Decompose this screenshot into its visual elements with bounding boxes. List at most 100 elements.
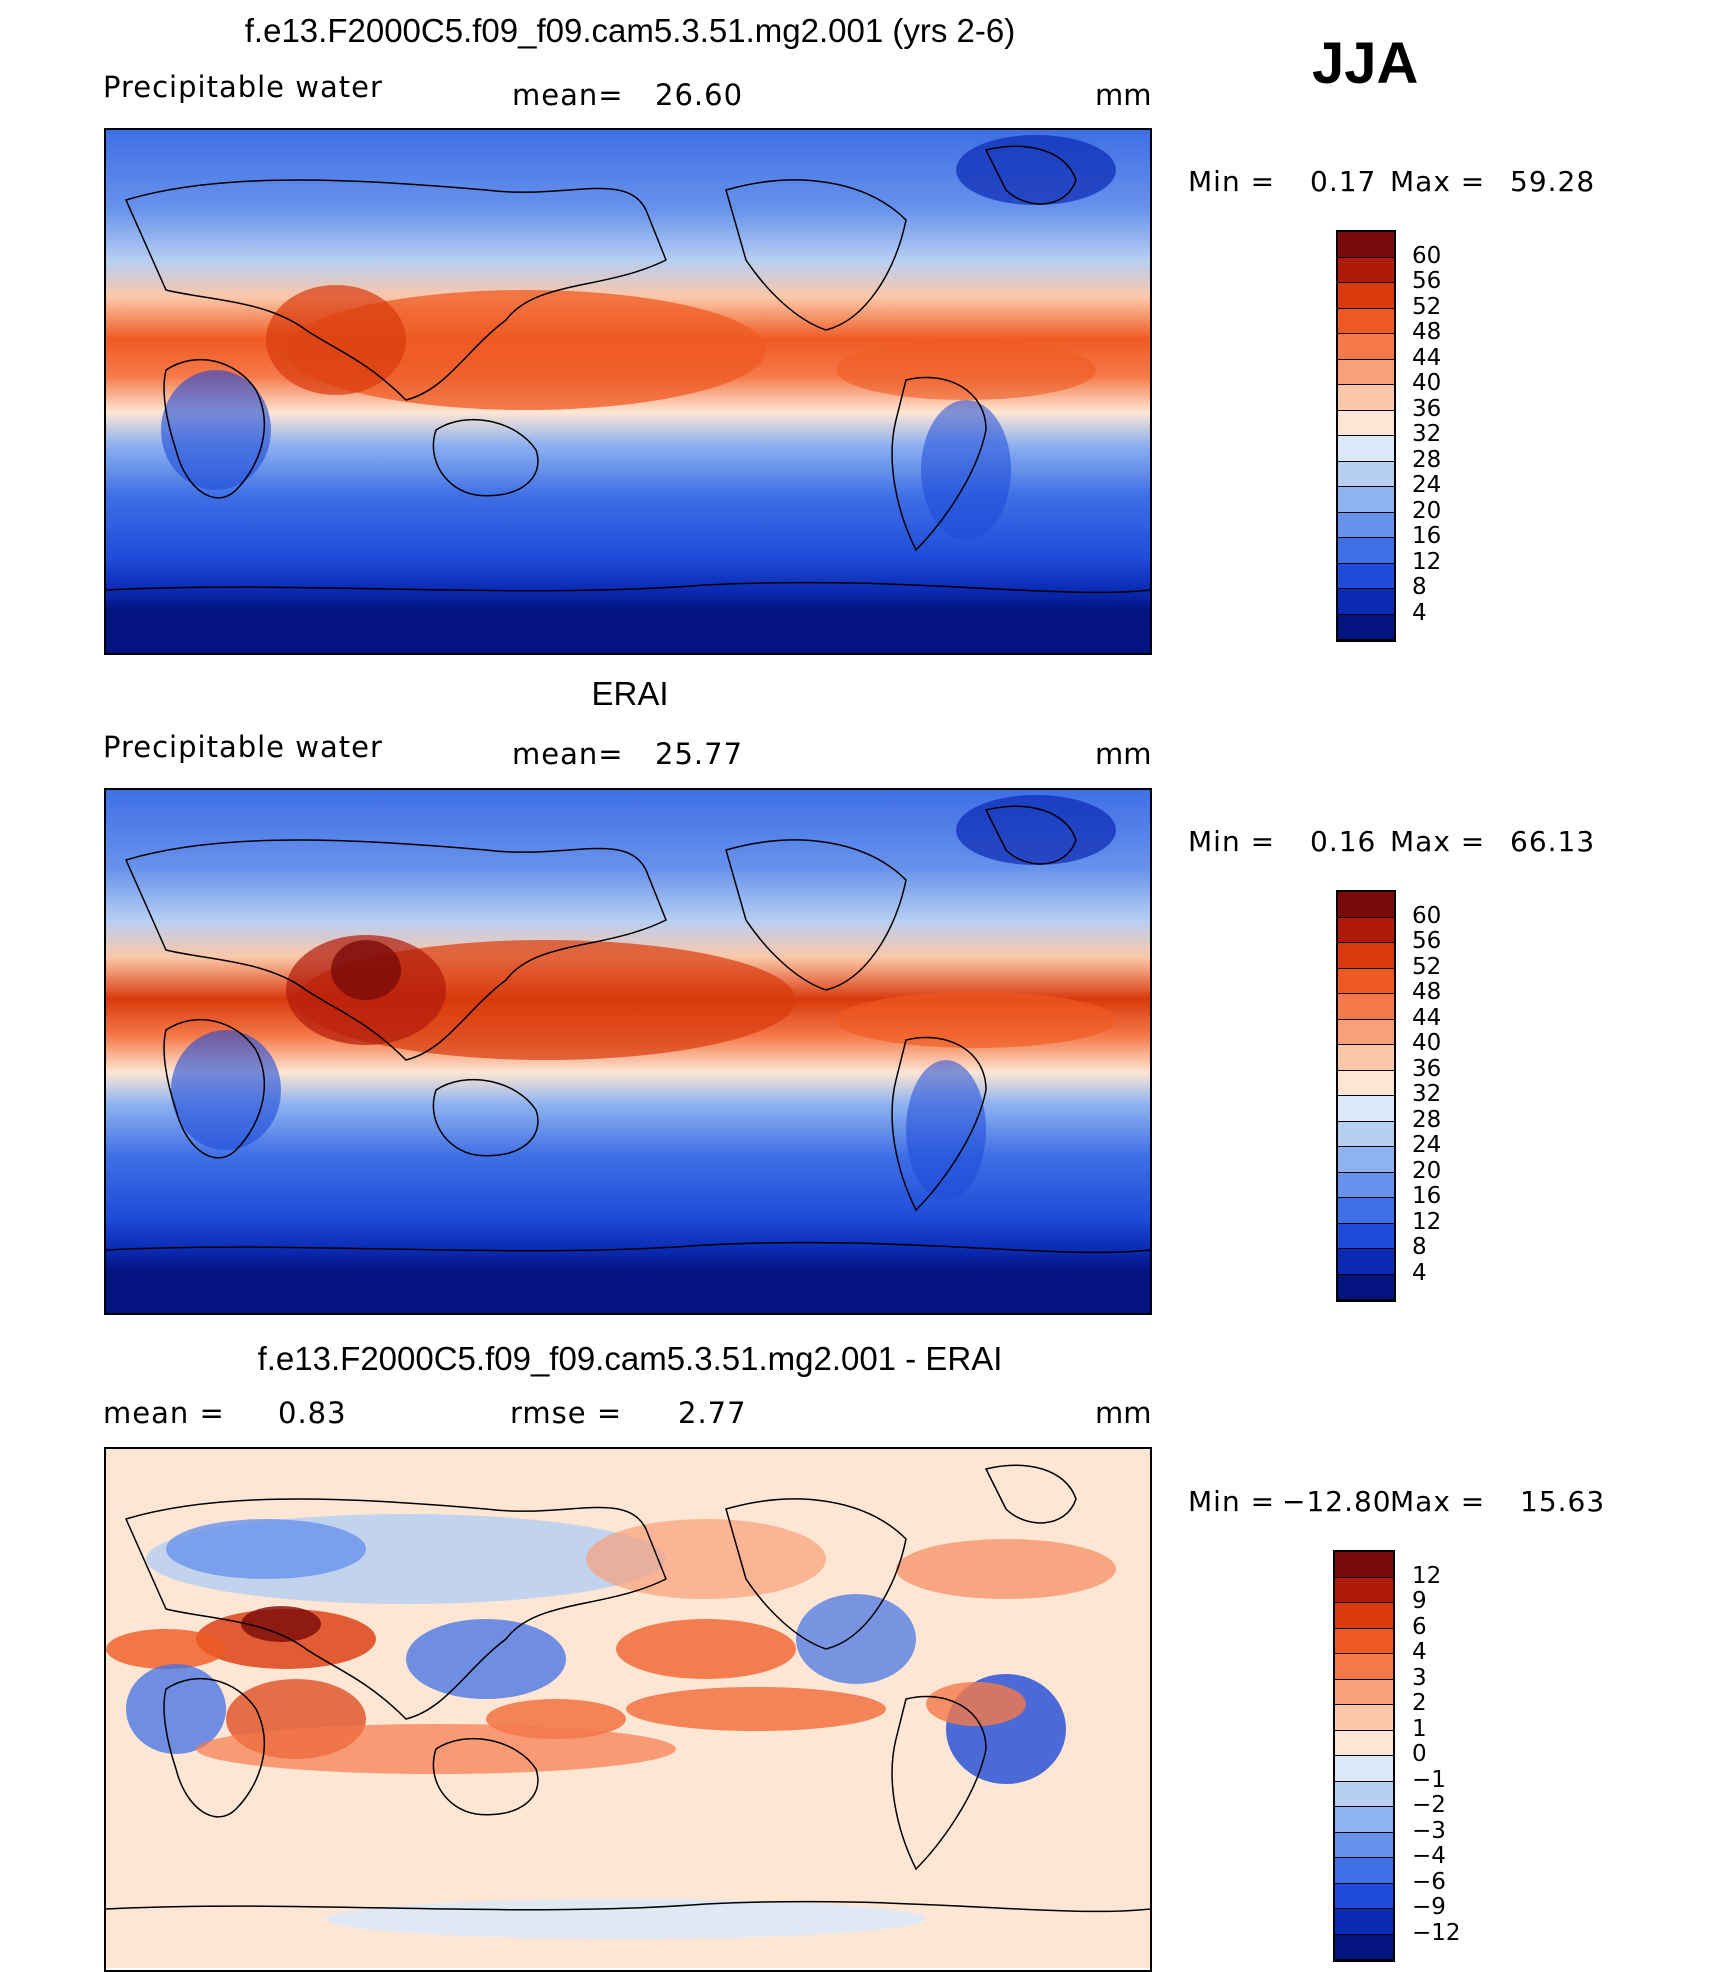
panel2-colorbar-labels: 60 56 52 48 44 40 36 32 28 24 20 16 12 8 4 [1412,890,1472,1302]
colorbar-swatch [1335,1705,1393,1731]
colorbar-swatch [1338,968,1394,994]
panel1-min-value: 0.17 [1310,165,1377,198]
colorbar-swatch [1338,232,1394,258]
colorbar-swatch [1338,1249,1394,1275]
colorbar-swatch [1338,589,1394,615]
colorbar-tick-label: 36 [1412,395,1442,422]
panel2-max-value: 66.13 [1510,825,1596,858]
colorbar-swatch [1338,461,1394,487]
panel2-map [104,788,1152,1315]
panel3-mean-value: 0.83 [278,1396,347,1430]
colorbar-swatch [1338,1147,1394,1173]
panel3-colorbar-labels: 12 9 6 4 3 2 1 0 −1 −2 −3 −4 −6 −9 −12 [1412,1550,1472,1962]
colorbar-swatch [1335,1603,1393,1629]
panel2-mean-value: 25.77 [655,737,744,771]
colorbar-swatch [1338,487,1394,513]
panel3-min-value: −12.80 [1282,1485,1392,1518]
colorbar-swatch [1338,538,1394,564]
colorbar-swatch [1335,1909,1393,1935]
colorbar-tick-label: 56 [1412,268,1442,294]
panel2-units: mm [1095,737,1152,771]
panel2-max-label: Max = [1390,825,1486,858]
panel2-variable: Precipitable water [103,730,383,764]
panel3-max-label: Max = [1390,1485,1486,1518]
colorbar-tick-label: 6 [1412,1613,1427,1640]
colorbar-swatch [1338,943,1394,969]
panel1-title: f.e13.F2000C5.f09_f09.cam5.3.51.mg2.001 … [244,12,1016,49]
panel1-mean-value: 26.60 [655,78,744,112]
colorbar-swatch [1338,1045,1394,1071]
colorbar-swatch [1335,1577,1393,1603]
colorbar-tick-label: 48 [1412,979,1442,1005]
colorbar-swatch [1338,1223,1394,1249]
panel2-title: ERAI [591,675,669,712]
panel2-min-value: 0.16 [1310,825,1377,858]
panel1-mean-label: mean= [512,78,624,112]
colorbar-tick-label: 12 [1412,1562,1442,1589]
colorbar-swatch [1335,1654,1393,1680]
colorbar-tick-label: 44 [1412,344,1442,371]
colorbar-swatch [1338,1198,1394,1224]
panel1-max-label: Max = [1390,165,1486,198]
colorbar-tick-label: 24 [1412,472,1442,498]
colorbar-swatch [1338,614,1394,640]
panel1-map-svg [106,130,1150,653]
colorbar-tick-label: 48 [1412,319,1442,345]
colorbar-tick-label: 8 [1412,1234,1427,1260]
panel1-min-label: Min = [1188,165,1276,198]
colorbar-tick-label: 60 [1412,242,1442,269]
colorbar-swatch [1335,1858,1393,1884]
colorbar-tick-label: −4 [1412,1843,1446,1869]
colorbar-swatch [1335,1730,1393,1756]
colorbar-tick-label: −12 [1412,1919,1461,1946]
panel1-colorbar-labels: 60 56 52 48 44 40 36 32 28 24 20 16 12 8 4 [1412,230,1472,642]
panel2-map-svg [106,790,1150,1313]
colorbar-swatch [1338,1096,1394,1122]
colorbar-tick-label: 4 [1412,599,1427,626]
colorbar-tick-label: 36 [1412,1055,1442,1082]
colorbar-tick-label: −1 [1412,1766,1446,1793]
panel1-map [104,128,1152,655]
colorbar-tick-label: 28 [1412,1106,1442,1133]
colorbar-tick-label: 4 [1412,1639,1427,1665]
colorbar-tick-label: −3 [1412,1817,1446,1844]
colorbar-swatch [1335,1628,1393,1654]
colorbar-tick-label: 1 [1412,1715,1427,1742]
colorbar-swatch [1335,1781,1393,1807]
colorbar-tick-label: 12 [1412,548,1442,575]
panel3-mean-label: mean = [103,1396,225,1430]
colorbar-swatch [1338,1019,1394,1045]
colorbar-tick-label: 32 [1412,1081,1442,1107]
colorbar-swatch [1338,994,1394,1020]
panel1-units: mm [1095,78,1152,112]
colorbar-tick-label: −2 [1412,1792,1446,1818]
colorbar-swatch [1335,1807,1393,1833]
colorbar-tick-label: 2 [1412,1690,1427,1716]
colorbar-swatch [1338,308,1394,334]
colorbar-tick-label: 60 [1412,902,1442,929]
colorbar-tick-label: 40 [1412,1030,1442,1056]
colorbar-tick-label: 20 [1412,1157,1442,1184]
panel3-title: f.e13.F2000C5.f09_f09.cam5.3.51.mg2.001 … [257,1340,1003,1377]
panel1-max-value: 59.28 [1510,165,1596,198]
panel3-colorbar [1333,1550,1395,1962]
colorbar-tick-label: 24 [1412,1132,1442,1158]
colorbar-swatch [1335,1756,1393,1782]
panel2-min-label: Min = [1188,825,1276,858]
colorbar-tick-label: 8 [1412,574,1427,600]
colorbar-tick-label: 52 [1412,953,1442,980]
colorbar-tick-label: 28 [1412,446,1442,473]
colorbar-tick-label: 16 [1412,523,1442,549]
colorbar-swatch [1338,1070,1394,1096]
colorbar-tick-label: 3 [1412,1664,1427,1691]
panel3-min-label: Min = [1188,1485,1276,1518]
colorbar-tick-label: 40 [1412,370,1442,396]
colorbar-tick-label: −9 [1412,1894,1446,1920]
colorbar-swatch [1338,917,1394,943]
colorbar-swatch [1338,1121,1394,1147]
colorbar-swatch [1338,385,1394,411]
panel3-rmse-value: 2.77 [678,1396,747,1430]
colorbar-swatch [1338,892,1394,918]
colorbar-swatch [1338,436,1394,462]
panel3-map-svg [106,1449,1150,1968]
